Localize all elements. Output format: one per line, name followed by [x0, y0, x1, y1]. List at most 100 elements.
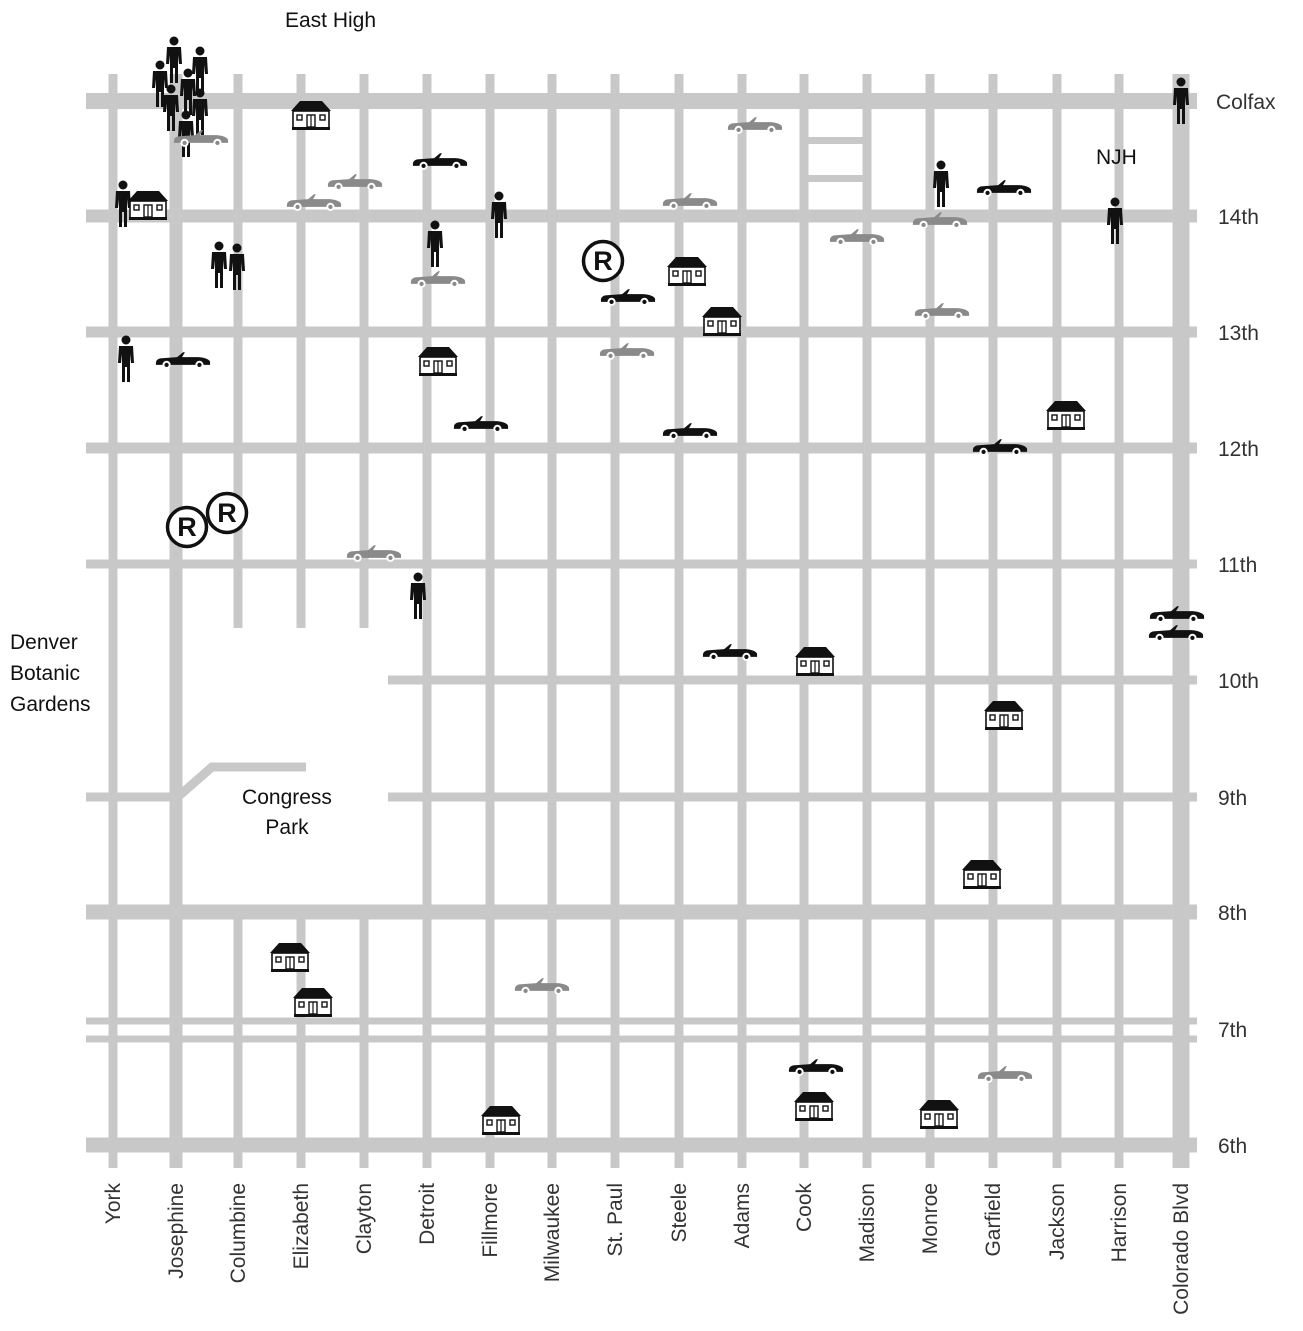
- st-paul-road: [610, 74, 620, 1168]
- house-icon: [667, 256, 707, 286]
- street-label-13th: 13th: [1218, 322, 1259, 345]
- njh-label: NJH: [1096, 146, 1137, 169]
- avenue-label-milwaukee: Milwaukee: [541, 1183, 564, 1282]
- avenue-label-harrison: Harrison: [1108, 1183, 1131, 1262]
- 13th-road: [86, 326, 1197, 338]
- adams-road: [737, 74, 747, 1168]
- avenue-label-columbine: Columbine: [227, 1183, 250, 1283]
- restaurant-icon: [165, 505, 209, 549]
- cook-road: [799, 74, 809, 1168]
- house-icon: [702, 306, 742, 336]
- congress-park-label-line2: Park: [265, 816, 309, 839]
- 10th-road: [388, 675, 1197, 685]
- avenue-label-josephine: Josephine: [165, 1183, 188, 1279]
- street-label-6th: 6th: [1218, 1135, 1247, 1158]
- 9th-road: [86, 792, 180, 802]
- avenue-label-elizabeth: Elizabeth: [290, 1183, 313, 1269]
- madison-stub-lower: [804, 175, 867, 182]
- house-icon: [418, 346, 458, 376]
- 14th-road: [86, 209, 1197, 223]
- person-icon: [211, 241, 227, 288]
- avenue-label-detroit: Detroit: [416, 1183, 439, 1245]
- avenue-label-york: York: [102, 1183, 125, 1225]
- car-icon: [662, 423, 718, 440]
- avenue-label-fillmore: Fillmore: [479, 1183, 502, 1258]
- car-icon: [514, 978, 570, 995]
- house-icon: [795, 646, 835, 676]
- avenue-label-st-paul: St. Paul: [604, 1183, 627, 1257]
- avenue-label-monroe: Monroe: [919, 1183, 942, 1254]
- car-icon: [327, 174, 383, 191]
- 9th-road-east: [388, 792, 1197, 802]
- congress-park-path: [177, 762, 306, 799]
- jackson-road: [1052, 74, 1062, 1168]
- car-icon: [727, 117, 783, 134]
- car-icon: [412, 153, 468, 170]
- 7th-road-north: [86, 1017, 1197, 1025]
- street-label-7th: 7th: [1218, 1019, 1247, 1042]
- columbine-road: [233, 74, 243, 628]
- street-label-12th: 12th: [1218, 438, 1259, 461]
- person-icon: [118, 335, 134, 382]
- congress-park-label-line1: Congress: [242, 786, 332, 809]
- house-icon: [481, 1105, 521, 1135]
- botanic-label-line2: Botanic: [10, 662, 80, 685]
- garfield-road: [988, 74, 998, 1168]
- avenue-label-steele: Steele: [668, 1183, 691, 1243]
- house-icon: [293, 987, 333, 1017]
- house-icon: [794, 1091, 834, 1121]
- milwaukee-road: [547, 74, 557, 1168]
- street-label-9th: 9th: [1218, 787, 1247, 810]
- person-icon: [933, 160, 949, 207]
- monroe-road: [925, 74, 935, 1168]
- avenue-label-jackson: Jackson: [1046, 1183, 1069, 1260]
- street-label-10th: 10th: [1218, 670, 1259, 693]
- 7th-road-south: [86, 1035, 1197, 1043]
- avenue-label-cook: Cook: [793, 1183, 816, 1233]
- clayton-road: [359, 74, 369, 628]
- avenue-label-colorado-blvd: Colorado Blvd: [1170, 1183, 1193, 1315]
- house-icon: [270, 942, 310, 972]
- detroit-road: [422, 74, 432, 1168]
- harrison-road: [1114, 74, 1124, 1168]
- car-icon: [662, 193, 718, 210]
- york-road: [108, 74, 118, 1168]
- road-network: [86, 74, 1197, 1168]
- house-icon: [1046, 400, 1086, 430]
- botanic-label-line3: Gardens: [10, 693, 91, 716]
- avenue-label-clayton: Clayton: [353, 1183, 376, 1254]
- avenue-label-garfield: Garfield: [982, 1183, 1005, 1257]
- house-icon: [984, 700, 1024, 730]
- car-icon: [976, 180, 1032, 197]
- house-icon: [962, 859, 1002, 889]
- house-icon: [128, 190, 168, 220]
- colorado-blvd-road: [1172, 74, 1190, 1168]
- car-icon: [600, 289, 656, 306]
- car-icon: [599, 343, 655, 360]
- car-icon: [829, 229, 885, 246]
- 11th-road: [86, 559, 1197, 569]
- house-icon: [919, 1099, 959, 1129]
- restaurant-icon: [205, 491, 249, 535]
- avenue-label-adams: Adams: [731, 1183, 754, 1248]
- car-icon: [702, 644, 758, 661]
- restaurant-icon: [581, 239, 625, 283]
- east-high-label: East High: [285, 9, 376, 32]
- steele-road: [674, 74, 684, 1168]
- colfax-road: [86, 93, 1197, 109]
- street-label-8th: 8th: [1218, 902, 1247, 925]
- elizabeth-road: [296, 74, 306, 628]
- fillmore-road: [485, 74, 495, 1168]
- car-icon: [346, 545, 402, 562]
- 8th-road: [86, 904, 1197, 920]
- street-label-colfax: Colfax: [1216, 91, 1276, 114]
- car-icon: [410, 271, 466, 288]
- car-icon: [788, 1059, 844, 1076]
- josephine-road: [169, 74, 183, 1168]
- car-icon: [155, 352, 211, 369]
- car-icon: [914, 303, 970, 320]
- car-icon: [286, 194, 342, 211]
- street-label-11th: 11th: [1218, 554, 1257, 577]
- car-icon: [453, 416, 509, 433]
- botanic-label-line1: Denver: [10, 631, 78, 654]
